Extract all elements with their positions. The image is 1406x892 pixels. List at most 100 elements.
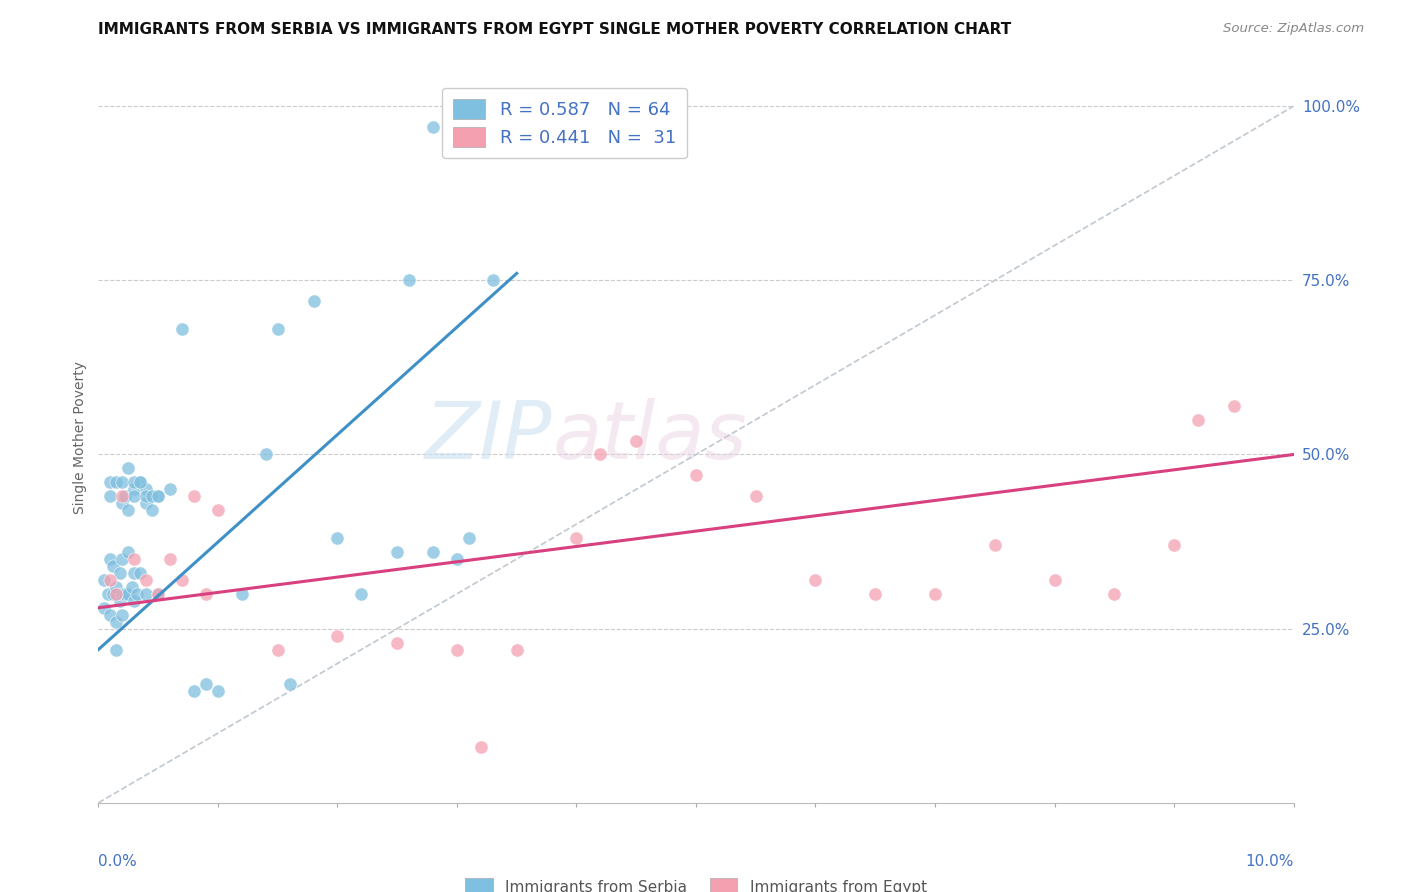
Point	[195, 587, 218, 601]
Point	[117, 461, 139, 475]
Point	[470, 740, 492, 755]
Point	[117, 587, 139, 601]
Point	[1187, 412, 1209, 426]
Point	[105, 475, 128, 490]
Legend: Immigrants from Serbia, Immigrants from Egypt: Immigrants from Serbia, Immigrants from …	[456, 869, 936, 892]
Point	[267, 642, 290, 657]
Point	[278, 677, 301, 691]
Point	[105, 587, 128, 601]
Point	[254, 448, 277, 462]
Point	[207, 503, 229, 517]
Point	[422, 545, 444, 559]
Point	[148, 489, 170, 503]
Point	[865, 587, 887, 601]
Point	[626, 434, 648, 448]
Point	[207, 684, 229, 698]
Point	[97, 587, 120, 601]
Point	[111, 587, 134, 601]
Point	[117, 503, 139, 517]
Point	[111, 607, 134, 622]
Point	[114, 489, 136, 503]
Point	[183, 489, 205, 503]
Text: Source: ZipAtlas.com: Source: ZipAtlas.com	[1223, 22, 1364, 36]
Point	[135, 573, 157, 587]
Point	[1104, 587, 1126, 601]
Point	[105, 615, 128, 629]
Y-axis label: Single Mother Poverty: Single Mother Poverty	[73, 360, 87, 514]
Point	[111, 475, 134, 490]
Point	[195, 677, 218, 691]
Text: atlas: atlas	[553, 398, 748, 476]
Point	[446, 642, 468, 657]
Point	[135, 496, 157, 510]
Point	[93, 600, 115, 615]
Point	[159, 483, 181, 497]
Point	[111, 552, 134, 566]
Text: IMMIGRANTS FROM SERBIA VS IMMIGRANTS FROM EGYPT SINGLE MOTHER POVERTY CORRELATIO: IMMIGRANTS FROM SERBIA VS IMMIGRANTS FRO…	[98, 22, 1012, 37]
Point	[114, 587, 136, 601]
Point	[565, 531, 588, 545]
Point	[506, 642, 529, 657]
Point	[100, 489, 122, 503]
Point	[148, 587, 170, 601]
Point	[129, 566, 152, 580]
Text: 10.0%: 10.0%	[1246, 854, 1294, 869]
Point	[135, 483, 157, 497]
Point	[93, 573, 115, 587]
Point	[100, 573, 122, 587]
Point	[124, 483, 146, 497]
Point	[111, 496, 134, 510]
Point	[148, 489, 170, 503]
Point	[129, 475, 152, 490]
Point	[350, 587, 373, 601]
Point	[385, 545, 409, 559]
Point	[100, 552, 122, 566]
Point	[1163, 538, 1185, 552]
Point	[804, 573, 827, 587]
Point	[159, 552, 181, 566]
Point	[111, 489, 134, 503]
Point	[231, 587, 253, 601]
Point	[172, 322, 194, 336]
Point	[135, 587, 157, 601]
Point	[124, 489, 146, 503]
Point	[924, 587, 946, 601]
Point	[101, 558, 124, 573]
Point	[101, 587, 124, 601]
Point	[141, 489, 163, 503]
Point	[121, 580, 143, 594]
Point	[108, 594, 131, 608]
Point	[108, 566, 131, 580]
Point	[422, 120, 444, 134]
Point	[129, 475, 152, 490]
Point	[100, 607, 122, 622]
Point	[124, 552, 146, 566]
Point	[745, 489, 768, 503]
Point	[135, 489, 157, 503]
Point	[172, 573, 194, 587]
Point	[117, 545, 139, 559]
Point	[148, 587, 170, 601]
Point	[326, 531, 349, 545]
Text: ZIP: ZIP	[425, 398, 553, 476]
Point	[124, 566, 146, 580]
Point	[1223, 399, 1246, 413]
Point	[100, 475, 122, 490]
Point	[105, 580, 128, 594]
Point	[458, 531, 481, 545]
Point	[446, 552, 468, 566]
Point	[141, 503, 163, 517]
Point	[326, 629, 349, 643]
Point	[481, 273, 505, 287]
Point	[984, 538, 1007, 552]
Point	[385, 635, 409, 649]
Point	[124, 475, 146, 490]
Point	[124, 594, 146, 608]
Point	[267, 322, 290, 336]
Point	[589, 448, 612, 462]
Text: 0.0%: 0.0%	[98, 854, 138, 869]
Point	[398, 273, 420, 287]
Point	[685, 468, 707, 483]
Point	[125, 587, 148, 601]
Point	[183, 684, 205, 698]
